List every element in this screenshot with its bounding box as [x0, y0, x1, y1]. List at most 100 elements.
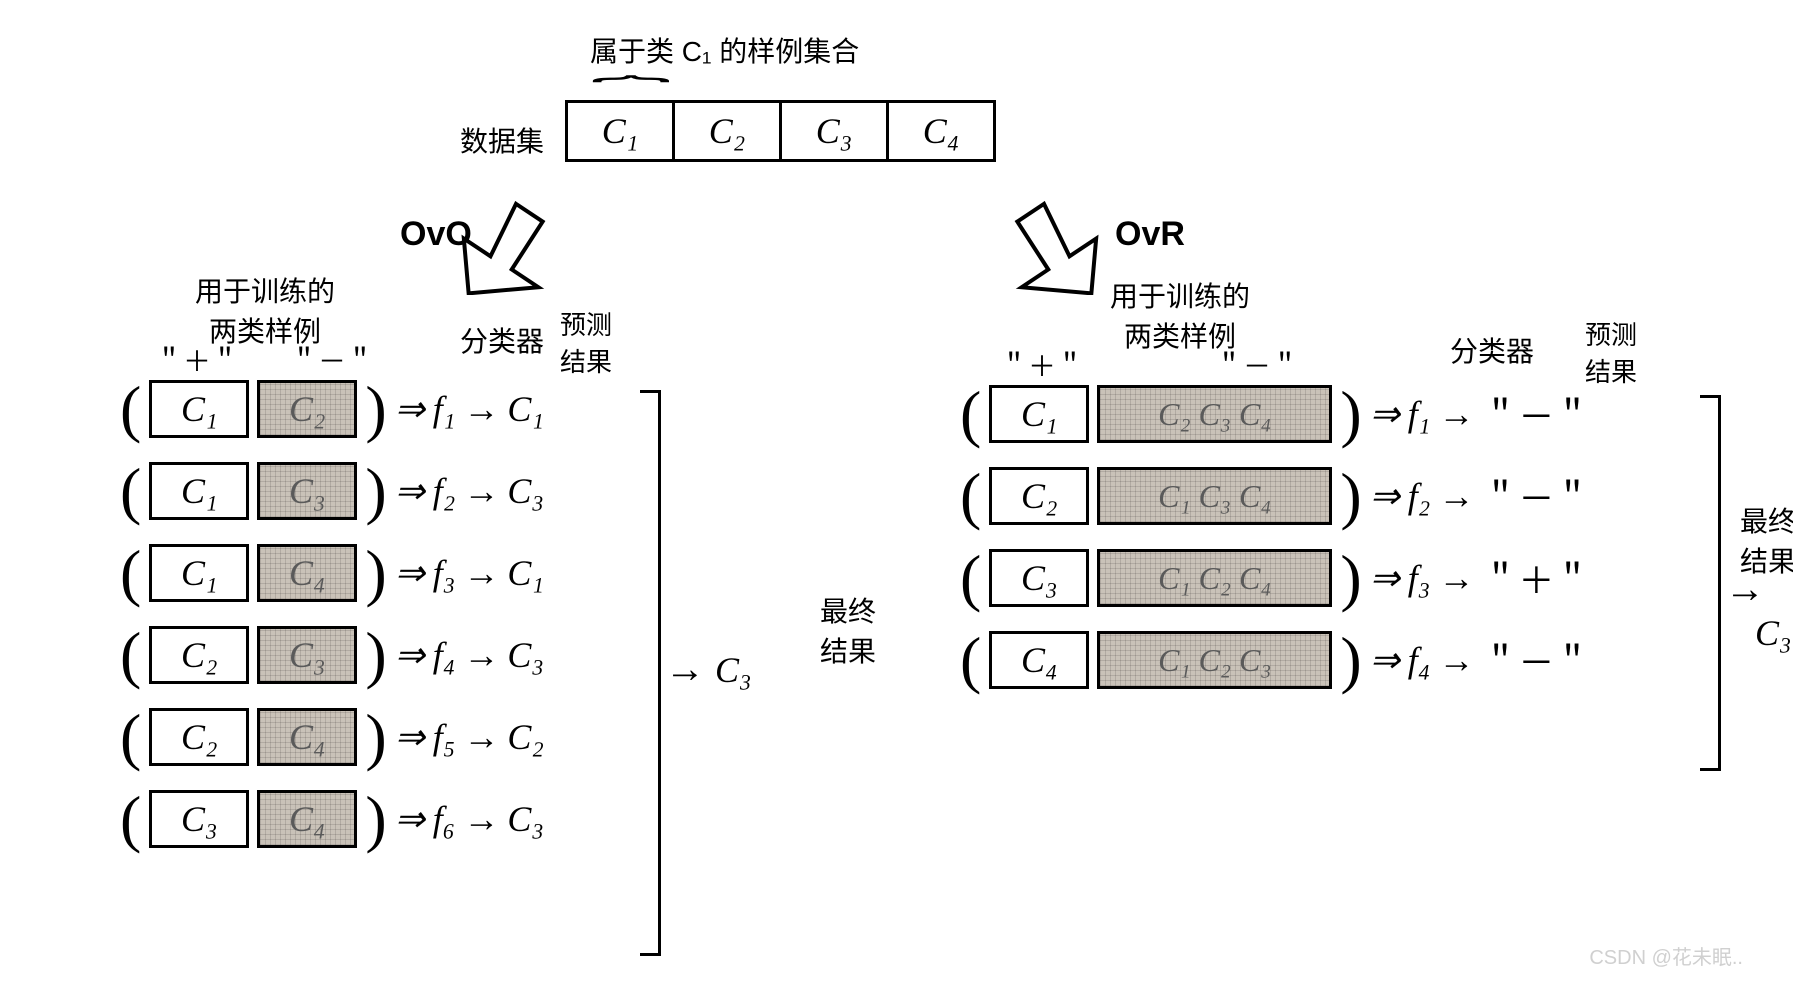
ovr-neg-cell: C₁ C₂ C₄ — [1097, 549, 1332, 607]
ovo-neg-cell: C₄ — [257, 708, 357, 766]
paren-right-icon: ) — [365, 383, 386, 434]
ovo-neg-cell: C₄ — [257, 790, 357, 848]
dataset-cell: C₄ — [886, 100, 996, 162]
arrow-icon: → — [463, 388, 499, 430]
paren-right-icon: ) — [365, 465, 386, 516]
ovo-neg-cell: C₄ — [257, 544, 357, 602]
ovo-pos-cell: C₂ — [149, 708, 249, 766]
ovr-minus-hdr: ＂－＂ — [1215, 345, 1299, 385]
paren-left-icon: ( — [120, 383, 141, 434]
ovo-row: (C₂C₃)⇒f₄→C₃ — [120, 626, 544, 684]
implies-icon: ⇒ — [395, 798, 425, 840]
implies-icon: ⇒ — [395, 388, 425, 430]
ovr-pos-cell: C₁ — [989, 385, 1089, 443]
ovo-bracket-icon — [640, 390, 661, 956]
ovr-predict-hdr: 预测 结果 — [1585, 315, 1637, 389]
arrow-icon: → — [463, 798, 499, 840]
paren-left-icon: ( — [960, 470, 981, 521]
ovr-classifier: f₃ — [1408, 557, 1431, 599]
ovo-classifier: f₄ — [433, 634, 456, 676]
ovr-prediction: ＂－＂ — [1482, 470, 1590, 522]
dataset-cell: C₂ — [672, 100, 782, 162]
ovr-row: (C₁C₂ C₃ C₄)⇒f₁→＂－＂ — [960, 385, 1590, 443]
paren-left-icon: ( — [120, 547, 141, 598]
ovr-bracket-icon — [1700, 395, 1721, 771]
arrow-left-icon — [450, 195, 570, 295]
ovo-neg-cell: C₃ — [257, 462, 357, 520]
ovo-classifier-hdr: 分类器 — [460, 320, 544, 360]
ovo-train-title: 用于训练的 两类样例 — [195, 270, 335, 350]
diagram-root: 属于类 C₁ 的样例集合 ⏞ 数据集 C₁ C₂ C₃ C₄ OvO OvR 用… — [20, 20, 1773, 980]
dataset-cells: C₁ C₂ C₃ C₄ — [565, 100, 996, 162]
ovo-pos-cell: C₁ — [149, 462, 249, 520]
ovo-rows: (C₁C₂)⇒f₁→C₁(C₁C₃)⇒f₂→C₃(C₁C₄)⇒f₃→C₁(C₂C… — [120, 380, 544, 872]
implies-icon: ⇒ — [395, 470, 425, 512]
ovo-row: (C₂C₄)⇒f₅→C₂ — [120, 708, 544, 766]
ovo-classifier: f₃ — [433, 552, 456, 594]
ovr-prediction: ＂－＂ — [1482, 634, 1590, 686]
paren-left-icon: ( — [120, 465, 141, 516]
ovo-classifier: f₆ — [433, 798, 456, 840]
implies-icon: ⇒ — [1370, 557, 1400, 599]
paren-left-icon: ( — [120, 711, 141, 762]
implies-icon: ⇒ — [395, 634, 425, 676]
ovo-final-arrow-icon: → C₃ — [665, 645, 752, 692]
paren-left-icon: ( — [960, 634, 981, 685]
paren-right-icon: ) — [1340, 470, 1361, 521]
ovo-minus-hdr: ＂－＂ — [290, 340, 374, 380]
ovr-classifier: f₁ — [1408, 393, 1431, 435]
arrow-icon: → — [1438, 639, 1474, 681]
ovo-classifier: f₁ — [433, 388, 456, 430]
ovo-prediction: C₁ — [507, 552, 544, 594]
arrow-icon: → — [1438, 475, 1474, 517]
ovr-neg-cell: C₁ C₃ C₄ — [1097, 467, 1332, 525]
ovr-pos-cell: C₄ — [989, 631, 1089, 689]
paren-right-icon: ) — [1340, 634, 1361, 685]
ovr-row: (C₄C₁ C₂ C₃)⇒f₄→＂－＂ — [960, 631, 1590, 689]
ovo-neg-cell: C₂ — [257, 380, 357, 438]
ovo-row: (C₃C₄)⇒f₆→C₃ — [120, 790, 544, 848]
paren-left-icon: ( — [120, 793, 141, 844]
ovr-final-result: C₃ — [1755, 612, 1792, 654]
ovr-neg-cell: C₂ C₃ C₄ — [1097, 385, 1332, 443]
dataset-cell: C₃ — [779, 100, 889, 162]
implies-icon: ⇒ — [1370, 639, 1400, 681]
ovo-predict-hdr: 预测 结果 — [560, 305, 612, 379]
ovo-neg-cell: C₃ — [257, 626, 357, 684]
ovo-pos-cell: C₁ — [149, 380, 249, 438]
arrow-icon: → — [463, 552, 499, 594]
ovr-row: (C₃C₁ C₂ C₄)⇒f₃→＂＋＂ — [960, 549, 1590, 607]
ovo-prediction: C₁ — [507, 388, 544, 430]
dataset-label: 数据集 — [460, 120, 544, 160]
ovr-pos-cell: C₂ — [989, 467, 1089, 525]
paren-right-icon: ) — [1340, 552, 1361, 603]
paren-right-icon: ) — [1340, 388, 1361, 439]
ovo-prediction: C₃ — [507, 798, 544, 840]
ovr-train-title: 用于训练的 两类样例 — [1110, 275, 1250, 355]
paren-right-icon: ) — [365, 793, 386, 844]
arrow-icon: → — [463, 470, 499, 512]
paren-right-icon: ) — [365, 711, 386, 762]
ovo-pos-cell: C₁ — [149, 544, 249, 602]
ovo-classifier: f₂ — [433, 470, 456, 512]
paren-right-icon: ) — [365, 547, 386, 598]
implies-icon: ⇒ — [395, 552, 425, 594]
ovo-prediction: C₂ — [507, 716, 544, 758]
paren-left-icon: ( — [960, 388, 981, 439]
paren-left-icon: ( — [960, 552, 981, 603]
ovo-plus-hdr: ＂＋＂ — [155, 340, 239, 380]
ovr-row: (C₂C₁ C₃ C₄)⇒f₂→＂－＂ — [960, 467, 1590, 525]
ovr-plus-hdr: ＂＋＂ — [1000, 345, 1084, 385]
ovr-classifier: f₄ — [1408, 639, 1431, 681]
ovr-neg-cell: C₁ C₂ C₃ — [1097, 631, 1332, 689]
implies-icon: ⇒ — [1370, 393, 1400, 435]
ovo-classifier: f₅ — [433, 716, 456, 758]
implies-icon: ⇒ — [395, 716, 425, 758]
ovo-prediction: C₃ — [507, 470, 544, 512]
paren-left-icon: ( — [120, 629, 141, 680]
arrow-icon: → — [1438, 557, 1474, 599]
paren-right-icon: ) — [365, 629, 386, 680]
ovo-row: (C₁C₄)⇒f₃→C₁ — [120, 544, 544, 602]
ovr-classifier: f₂ — [1408, 475, 1431, 517]
ovr-classifier-hdr: 分类器 — [1450, 330, 1534, 370]
